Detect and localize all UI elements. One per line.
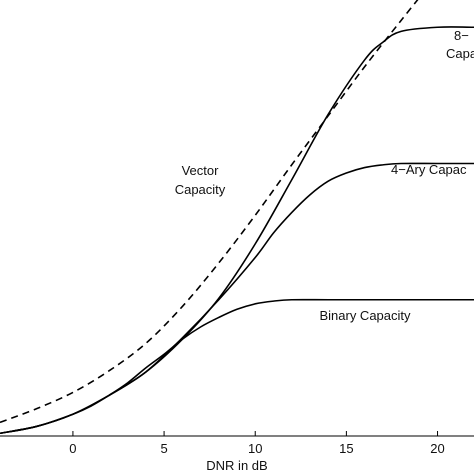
annotation-binary-capacity: Binary Capacity: [319, 308, 411, 323]
x-axis-label: DNR in dB: [206, 458, 267, 473]
series-line-8-ary-capacity: [0, 26, 474, 435]
x-tick-label: 20: [430, 441, 444, 456]
annotation-4ary-capacity: 4−Ary Capac: [391, 162, 467, 177]
annotation-vector-capacity-line2: Capacity: [175, 182, 226, 197]
series-line-binary-capacity: [0, 298, 474, 435]
annotation-8ary-capacity-line2: Capa: [446, 46, 474, 61]
annotation-8ary-capacity-line1: 8−: [454, 28, 469, 43]
series-layer: [0, 0, 474, 435]
x-tick-label: 0: [69, 441, 76, 456]
series-line-vector-capacity: [0, 0, 419, 424]
x-tick-label: 5: [160, 441, 167, 456]
tick-labels: 0 5 10 15 20: [69, 431, 445, 456]
x-tick-label: 15: [339, 441, 353, 456]
annotation-vector-capacity-line1: Vector: [182, 163, 220, 178]
x-tick-label: 10: [248, 441, 262, 456]
